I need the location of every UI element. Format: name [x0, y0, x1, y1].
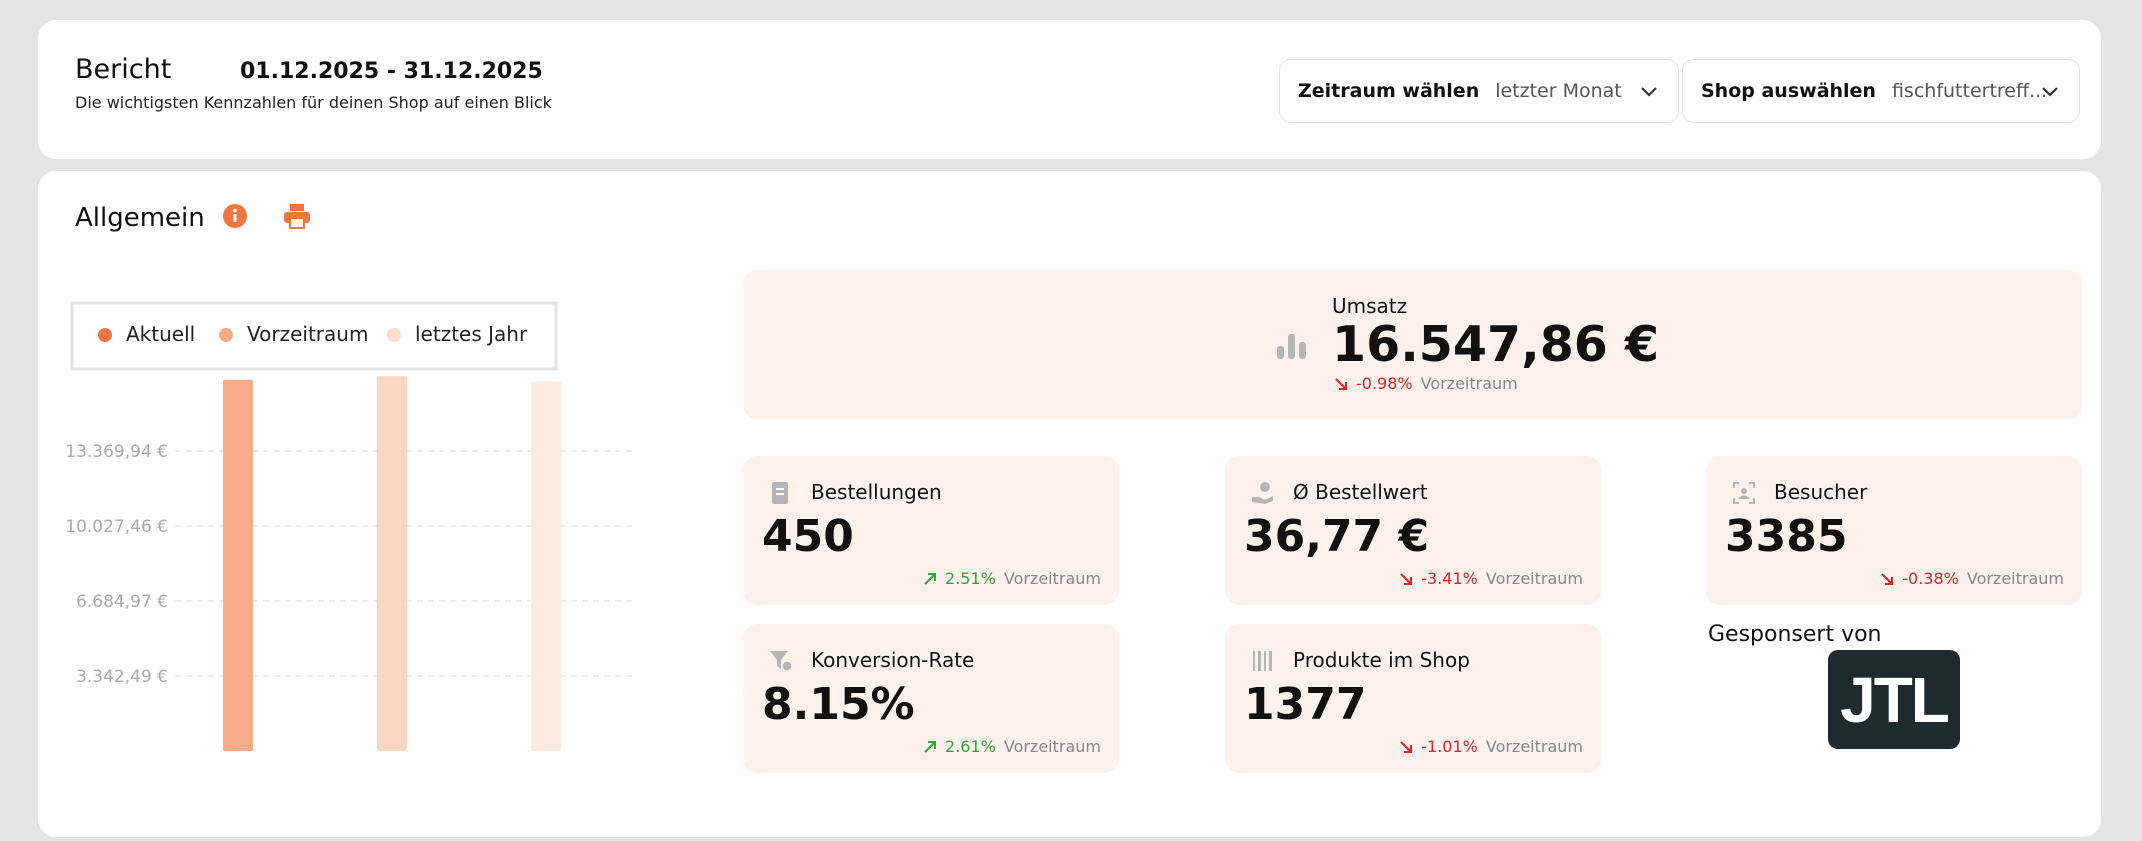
section-title: Allgemein	[75, 203, 205, 233]
legend-dot	[98, 328, 112, 342]
kpi-label: Umsatz	[1332, 294, 1408, 318]
legend-label: letztes Jahr	[415, 322, 528, 346]
revenue-icon	[1277, 334, 1306, 359]
dropdown-value: letzter Monat	[1495, 80, 1622, 102]
revenue-card: Umsatz 16.547,86 € -0.98% Vorzeitraum	[743, 270, 2082, 419]
change-value: -0.98%	[1356, 374, 1413, 393]
bar	[531, 381, 561, 751]
kpi-value: 3385	[1725, 511, 1848, 562]
change-value: -0.38%	[1902, 569, 1959, 588]
legend-box	[70, 301, 558, 371]
compare-label: Vorzeitraum	[1485, 569, 1583, 588]
change-value: -1.01%	[1421, 737, 1478, 756]
info-icon[interactable]	[222, 203, 248, 229]
kpi-card: Besucher 3385 -0.38% Vorzeitraum	[1706, 456, 2082, 605]
kpi-icon	[770, 651, 793, 672]
compare-label: Vorzeitraum	[1420, 374, 1518, 393]
compare-label: Vorzeitraum	[1485, 737, 1583, 756]
sponsor-logo[interactable]: JTL	[1828, 650, 1960, 749]
chevron	[2042, 87, 2058, 97]
date-range: 01.12.2025 - 31.12.2025	[240, 59, 543, 84]
trend-arrow	[924, 740, 937, 753]
dropdown[interactable]: Shop auswählen fischfuttertreff...	[1682, 59, 2080, 123]
change-value: 2.51%	[945, 569, 996, 588]
change: -3.41% Vorzeitraum	[1399, 569, 1583, 588]
change: 2.51% Vorzeitraum	[923, 569, 1101, 588]
kpi-icon	[1252, 482, 1273, 504]
kpi-card: Konversion-Rate 8.15% 2.61% Vorzeitraum	[743, 624, 1119, 773]
legend-label: Aktuell	[126, 322, 195, 346]
trend-arrow	[1400, 572, 1413, 585]
dropdown-label: Shop auswählen	[1701, 80, 1876, 102]
legend-dot	[219, 328, 233, 342]
dropdown-label: Zeitraum wählen	[1298, 80, 1480, 102]
chevron	[1641, 87, 1657, 97]
bar	[223, 379, 253, 751]
kpi-card: Ø Bestellwert 36,77 € -3.41% Vorzeitraum	[1225, 456, 1601, 605]
y-tick-label: 3.342,49 €	[76, 667, 168, 687]
change: 2.61% Vorzeitraum	[923, 737, 1101, 756]
report-title: Bericht	[75, 54, 172, 85]
kpi-value: 16.547,86 €	[1332, 316, 1660, 373]
sponsor-label: Gesponsert von	[1708, 622, 1882, 647]
print-icon[interactable]	[283, 203, 311, 229]
change-value: -3.41%	[1421, 569, 1478, 588]
subtitle: Die wichtigsten Kennzahlen für deinen Sh…	[75, 93, 552, 112]
change: -1.01% Vorzeitraum	[1399, 737, 1583, 756]
legend-label: Vorzeitraum	[247, 322, 368, 346]
compare-label: Vorzeitraum	[1003, 737, 1101, 756]
compare-label: Vorzeitraum	[1003, 569, 1101, 588]
kpi-value: 8.15%	[762, 679, 915, 730]
trend-arrow	[1400, 740, 1413, 753]
y-tick-label: 13.369,94 €	[65, 442, 168, 462]
y-tick-label: 10.027,46 €	[65, 517, 168, 537]
dropdown[interactable]: Zeitraum wählen letzter Monat	[1279, 59, 1679, 123]
y-tick-label: 6.684,97 €	[76, 592, 168, 612]
dropdown-value: fischfuttertreff...	[1891, 80, 2048, 102]
change: -0.38% Vorzeitraum	[1880, 569, 2064, 588]
change-value: 2.61%	[945, 737, 996, 756]
kpi-icon	[1733, 482, 1755, 504]
trend-arrow	[924, 572, 937, 585]
kpi-card: Produkte im Shop 1377 -1.01% Vorzeitraum	[1225, 624, 1601, 773]
kpi-icon	[1253, 651, 1272, 671]
kpi-value: 36,77 €	[1244, 511, 1430, 562]
kpi-value: 1377	[1244, 679, 1367, 730]
trend-arrow	[1881, 572, 1894, 585]
kpi-card: Bestellungen 450 2.51% Vorzeitraum	[743, 456, 1119, 605]
bar	[377, 376, 407, 751]
kpi-label: Besucher	[1774, 480, 1868, 504]
kpi-label: Ø Bestellwert	[1293, 480, 1428, 504]
kpi-label: Bestellungen	[811, 480, 942, 504]
kpi-value: 450	[762, 511, 854, 562]
change: -0.98% Vorzeitraum	[1334, 374, 1518, 393]
compare-label: Vorzeitraum	[1966, 569, 2064, 588]
kpi-label: Produkte im Shop	[1293, 648, 1470, 672]
legend-dot	[387, 328, 401, 342]
kpi-label: Konversion-Rate	[811, 648, 975, 672]
bar-chart: 3.342,49 € 6.684,97 € 10.027,46 € 13.369,94…	[65, 301, 637, 751]
kpi-icon	[772, 482, 788, 504]
trend-arrow	[1335, 377, 1347, 390]
